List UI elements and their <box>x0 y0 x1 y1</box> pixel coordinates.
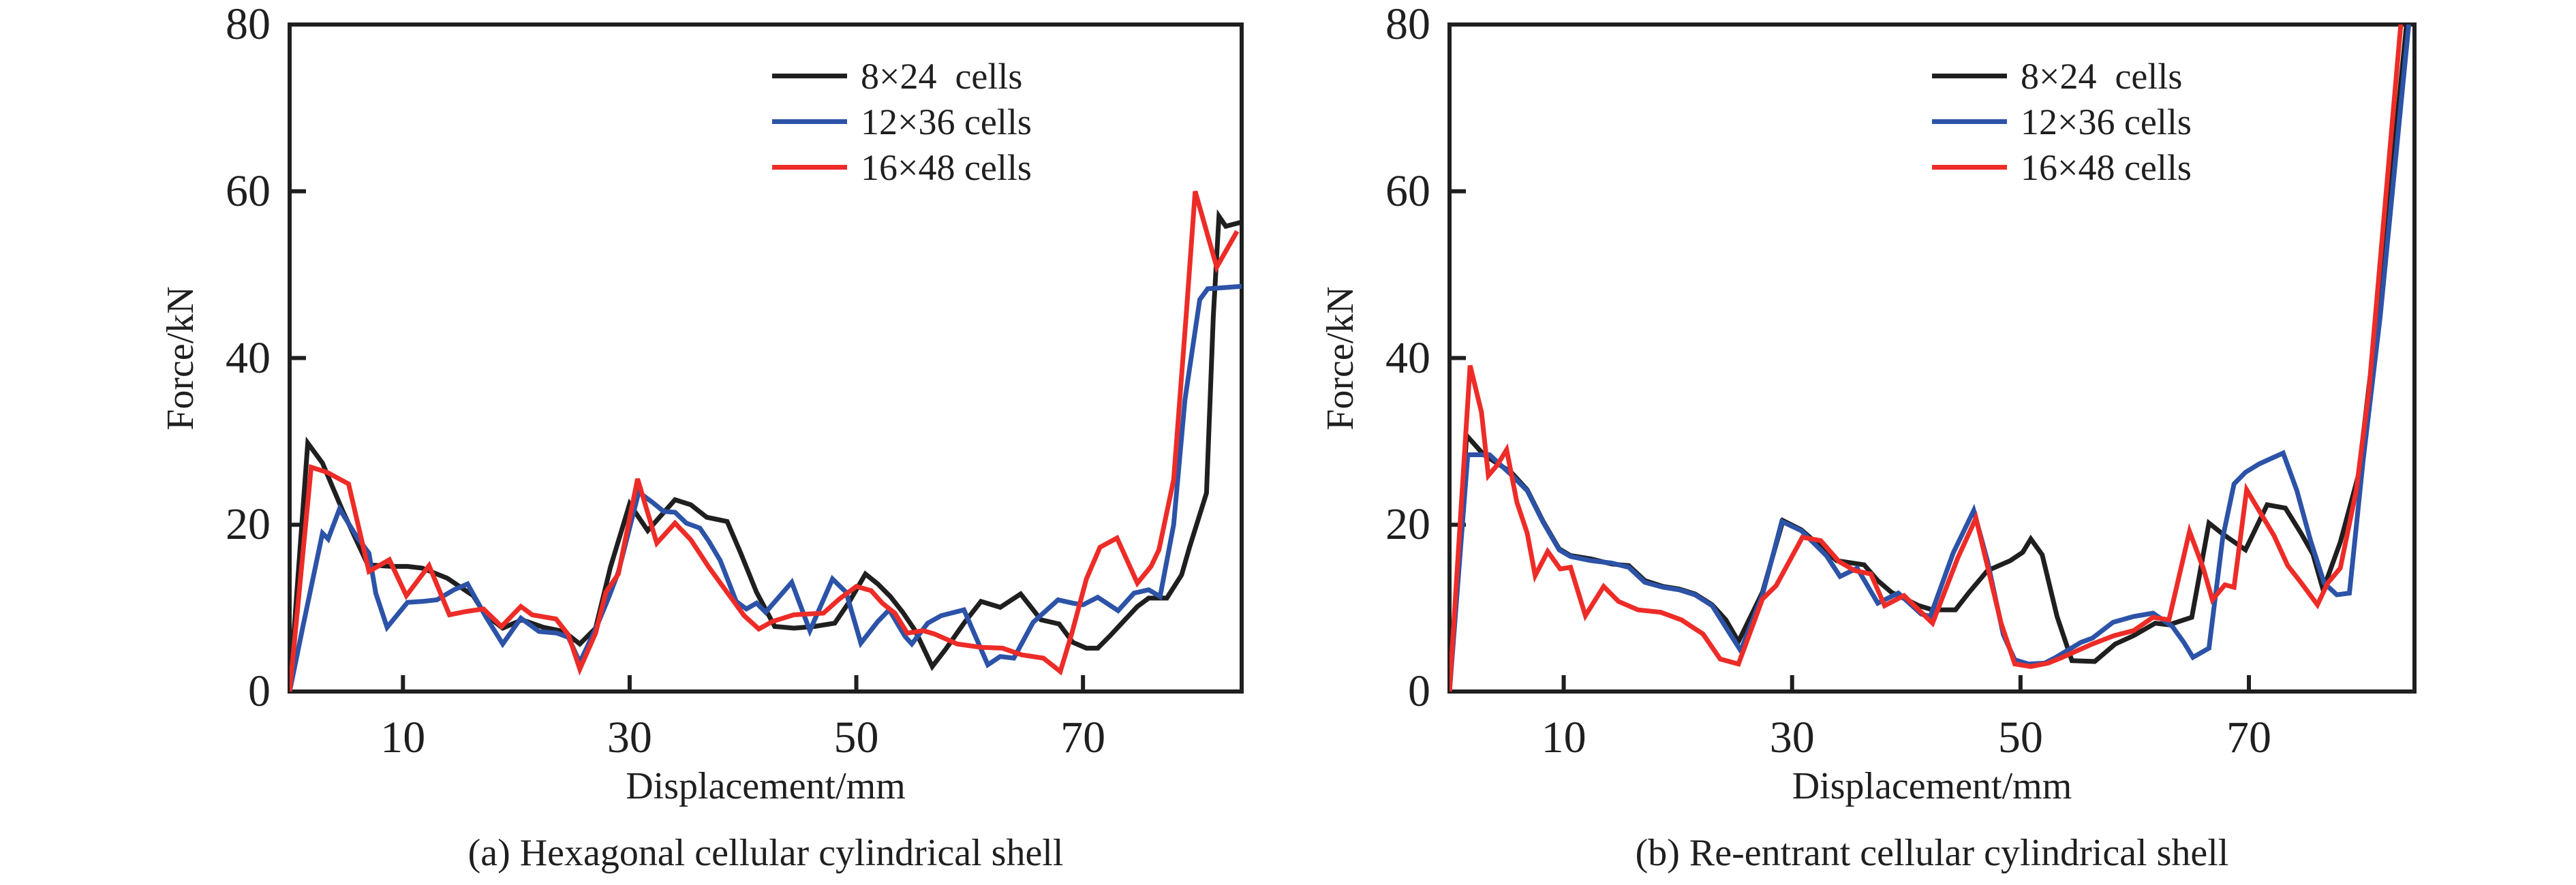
x-tick-label: 10 <box>380 713 426 762</box>
y-tick-label: 0 <box>1408 666 1430 716</box>
legend: 8×24 cells 12×36 cells 16×48 cells <box>772 53 1032 190</box>
legend-line-swatch-blue <box>1932 119 2007 124</box>
x-tick-label: 50 <box>833 713 879 762</box>
y-tick-label: 0 <box>248 666 271 716</box>
x-tick-label: 50 <box>1997 713 2043 762</box>
x-tick-label: 30 <box>607 713 652 762</box>
legend-label: 8×24 cells <box>2021 55 2183 97</box>
legend-row: 12×36 cells <box>772 99 1032 144</box>
y-tick-label: 40 <box>1385 332 1430 383</box>
y-tick-label: 20 <box>226 499 271 550</box>
x-tick-label: 70 <box>2226 713 2272 762</box>
y-tick-label: 20 <box>1385 499 1430 550</box>
legend: 8×24 cells 12×36 cells 16×48 cells <box>1932 53 2192 190</box>
x-tick-label: 30 <box>1769 713 1815 762</box>
legend-line-swatch-black <box>1932 74 2007 78</box>
y-axis-title: Force/kN <box>159 285 202 431</box>
x-axis-title: Displacement/mm <box>626 765 906 807</box>
legend-label: 8×24 cells <box>861 55 1023 97</box>
y-tick-label: 80 <box>1385 0 1430 49</box>
legend-label: 16×48 cells <box>2021 146 2192 188</box>
legend-label: 12×36 cells <box>861 101 1032 142</box>
y-tick-label: 80 <box>226 0 271 49</box>
legend-row: 12×36 cells <box>1932 99 2192 144</box>
y-tick-label: 60 <box>1385 166 1430 216</box>
legend-row: 16×48 cells <box>1932 144 2192 190</box>
legend-line-swatch-red <box>772 165 847 170</box>
legend-row: 8×24 cells <box>772 53 1032 99</box>
chart-caption: (b) Re-entrant cellular cylindrical shel… <box>1635 832 2229 874</box>
y-tick-label: 40 <box>226 332 271 383</box>
x-tick-label: 70 <box>1060 713 1106 762</box>
y-axis-title: Force/kN <box>1319 285 1362 431</box>
legend-line-swatch-red <box>1932 165 2007 170</box>
chart-caption: (a) Hexagonal cellular cylindrical shell <box>467 832 1064 874</box>
legend-row: 16×48 cells <box>772 144 1032 190</box>
y-tick-label: 60 <box>226 166 271 216</box>
legend-label: 16×48 cells <box>861 146 1032 188</box>
x-tick-label: 10 <box>1541 713 1586 762</box>
legend-label: 12×36 cells <box>2021 101 2192 142</box>
legend-line-swatch-black <box>772 74 847 78</box>
legend-row: 8×24 cells <box>1932 53 2192 99</box>
legend-line-swatch-blue <box>772 119 847 124</box>
x-axis-title: Displacement/mm <box>1792 765 2072 807</box>
